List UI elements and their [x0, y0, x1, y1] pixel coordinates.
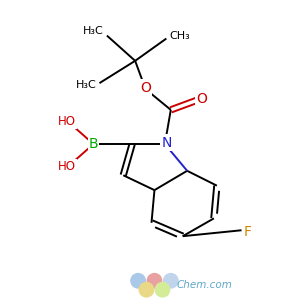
Point	[168, 278, 173, 283]
Text: HO: HO	[58, 160, 76, 173]
Point	[144, 287, 149, 292]
Text: O: O	[196, 92, 207, 106]
Text: CH₃: CH₃	[169, 31, 190, 40]
Text: Chem.com: Chem.com	[177, 280, 232, 290]
Text: HO: HO	[58, 115, 76, 128]
Text: H₃C: H₃C	[76, 80, 97, 90]
Point	[160, 287, 165, 292]
Point	[152, 278, 157, 283]
Text: F: F	[244, 225, 252, 239]
Point	[136, 278, 140, 283]
Text: H₃C: H₃C	[83, 26, 104, 36]
Text: B: B	[89, 137, 98, 151]
Text: O: O	[140, 81, 151, 94]
Text: N: N	[161, 136, 172, 150]
